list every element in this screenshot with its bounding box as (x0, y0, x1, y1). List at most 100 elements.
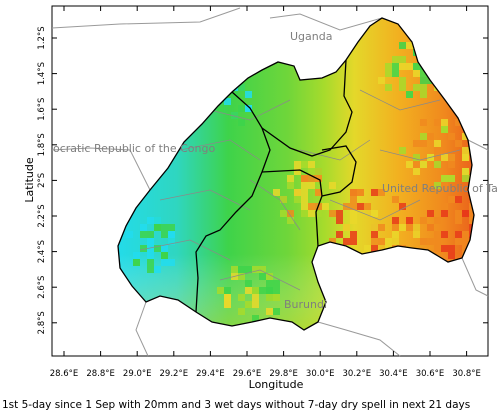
raster-cell (350, 196, 357, 203)
y-axis-ticks: 1.2°S 1.4°S 1.6°S 1.8°S 2°S 2.2°S 2.4°S 2.6°S 2.… (37, 26, 488, 334)
raster-cell (420, 84, 427, 91)
raster-cell (441, 126, 448, 133)
raster-cell (413, 161, 420, 168)
raster-cell (301, 175, 308, 182)
raster-cell (455, 140, 462, 147)
raster-cell (427, 210, 434, 217)
raster-cell (273, 308, 280, 315)
raster-cell (406, 42, 413, 49)
raster-cell (315, 210, 322, 217)
label-drc: ocratic Republic of the Congo (53, 142, 215, 155)
raster-cell (441, 119, 448, 126)
raster-cell (154, 217, 161, 224)
raster-cell (392, 56, 399, 63)
raster-cell (245, 301, 252, 308)
raster-cell (455, 217, 462, 224)
tanzania-border (461, 139, 489, 297)
raster-cell (371, 189, 378, 196)
raster-cell (448, 175, 455, 182)
raster-cell (126, 231, 133, 238)
raster-cell (294, 189, 301, 196)
raster-cell (350, 231, 357, 238)
x-tick-label: 29.4°E (196, 369, 225, 379)
raster-cell (399, 147, 406, 154)
raster-cell (462, 231, 469, 238)
y-tick-label: 1.2°S (37, 26, 47, 49)
raster-cell (343, 224, 350, 231)
raster-cell (413, 63, 420, 70)
y-tick-label: 2.6°S (37, 276, 47, 299)
raster-cell (469, 217, 474, 224)
raster-cell (301, 189, 308, 196)
raster-cell (357, 189, 364, 196)
raster-cell (252, 294, 259, 301)
raster-cell (245, 280, 252, 287)
raster-cell (427, 133, 434, 140)
x-tick-label: 30.4°E (379, 369, 408, 379)
raster-cell (420, 161, 427, 168)
raster-cell (147, 245, 154, 252)
raster-cell (413, 154, 420, 161)
raster-cell (441, 154, 448, 161)
raster-cell (371, 231, 378, 238)
raster-cell (322, 203, 329, 210)
y-tick-label: 1.8°S (37, 133, 47, 156)
raster-cell (399, 56, 406, 63)
raster-cell (147, 252, 154, 259)
raster-cell (392, 196, 399, 203)
raster-cell (392, 217, 399, 224)
y-tick-label: 2.8°S (37, 311, 47, 334)
raster-cell (217, 287, 224, 294)
raster-cell (336, 210, 343, 217)
raster-cell (147, 259, 154, 266)
raster-cell (245, 287, 252, 294)
raster-cell (392, 63, 399, 70)
raster-cell (406, 217, 413, 224)
raster-cell (301, 196, 308, 203)
raster-cell (413, 70, 420, 77)
raster-cell (399, 77, 406, 84)
x-tick-label: 30.2°E (343, 369, 372, 379)
y-tick-label: 1.4°S (37, 62, 47, 85)
raster-cell (315, 189, 322, 196)
raster-cell (462, 238, 469, 245)
raster-cell (448, 161, 455, 168)
raster-cell (399, 224, 406, 231)
raster-cell (406, 161, 413, 168)
raster-cell (441, 175, 448, 182)
raster-cell (385, 70, 392, 77)
raster-cell (378, 238, 385, 245)
raster-cell (147, 217, 154, 224)
raster-cell (308, 168, 315, 175)
x-tick-label: 28.6°E (50, 369, 79, 379)
raster-cell (245, 266, 252, 273)
raster-cell (399, 84, 406, 91)
raster-cell (448, 154, 455, 161)
raster-cell (273, 189, 280, 196)
raster-cell (357, 203, 364, 210)
raster-cell (140, 245, 147, 252)
raster-cell (161, 252, 168, 259)
raster-cell (420, 217, 427, 224)
raster-cell (462, 147, 469, 154)
international-borders (51, 7, 489, 357)
raster-cell (434, 217, 441, 224)
raster-cell (434, 147, 441, 154)
x-tick-label: 29.0°E (123, 369, 152, 379)
y-axis-title: Latitude (23, 157, 36, 203)
raster-cell (406, 91, 413, 98)
raster-cell (385, 238, 392, 245)
raster-cell (462, 175, 469, 182)
raster-cell (350, 203, 357, 210)
raster-cell (217, 105, 224, 112)
raster-cell (385, 63, 392, 70)
raster-cell (147, 238, 154, 245)
raster-cell (448, 252, 455, 259)
raster-cell (413, 168, 420, 175)
raster-cell (252, 287, 259, 294)
raster-cell (448, 133, 455, 140)
raster-cell (469, 210, 474, 217)
raster-cell (420, 91, 427, 98)
map-caption: 1st 5-day since 1 Sep with 20mm and 3 we… (2, 399, 470, 411)
label-uganda: Uganda (290, 30, 332, 43)
